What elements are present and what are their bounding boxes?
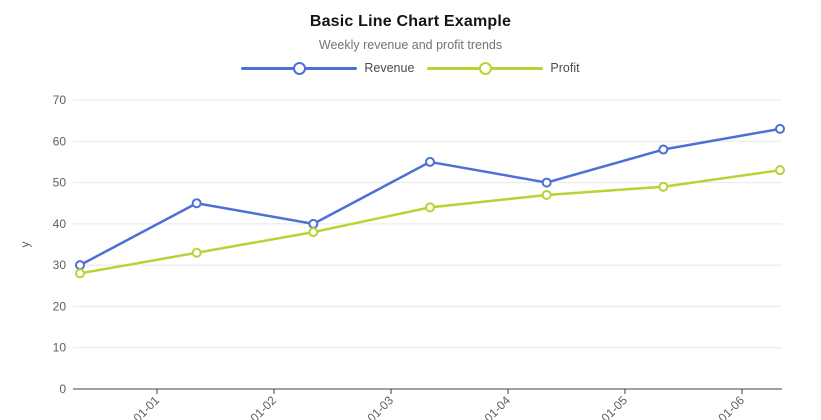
legend-item-profit[interactable]: Profit [427, 61, 580, 75]
data-point-profit[interactable] [541, 189, 552, 200]
x-tick-label: 01-02 [248, 393, 280, 420]
data-point-profit[interactable] [658, 181, 669, 192]
legend-circle-marker-icon [292, 61, 306, 75]
legend-item-revenue[interactable]: Revenue [241, 61, 414, 75]
x-tick-label: 01-03 [365, 393, 397, 420]
chart-title: Basic Line Chart Example [309, 13, 512, 30]
data-point-profit[interactable] [775, 165, 785, 176]
chart-subtitle: Weekly revenue and profit trends [318, 38, 503, 52]
y-tick-label: 50 [53, 176, 67, 190]
data-point-revenue[interactable] [75, 260, 85, 271]
data-point-profit[interactable] [425, 202, 435, 213]
series-line-profit [78, 168, 782, 275]
data-point-revenue[interactable] [775, 123, 785, 134]
data-point-revenue[interactable] [191, 198, 202, 209]
legend: Revenue Profit [0, 61, 821, 75]
data-point-profit[interactable] [191, 247, 202, 258]
y-tick-label: 0 [59, 382, 66, 396]
legend-line-marker-icon [427, 61, 544, 75]
y-tick-label: 30 [53, 258, 67, 272]
x-tick-label: 01-06 [716, 393, 748, 420]
data-point-revenue[interactable] [541, 177, 552, 188]
y-tick-label: 70 [53, 93, 67, 107]
y-tick-label: 20 [53, 299, 67, 313]
y-tick-label: 60 [53, 134, 67, 148]
legend-circle-marker-icon [478, 61, 492, 75]
y-tick-label: 10 [53, 341, 67, 355]
data-point-revenue[interactable] [425, 156, 435, 167]
data-point-profit[interactable] [75, 268, 85, 279]
legend-label: Revenue [364, 61, 415, 75]
legend-label: Profit [550, 61, 580, 75]
x-tick-label: 01-05 [599, 393, 631, 420]
y-axis-title: y [18, 242, 32, 248]
legend-line-marker-icon [241, 61, 358, 75]
y-tick-label: 40 [53, 217, 67, 231]
x-tick-label: 01-04 [482, 393, 514, 420]
data-point-revenue[interactable] [308, 218, 319, 229]
x-tick-label: 01-01 [131, 393, 163, 420]
data-point-profit[interactable] [308, 227, 319, 238]
series-line-revenue [78, 127, 782, 267]
data-point-revenue[interactable] [658, 144, 669, 155]
